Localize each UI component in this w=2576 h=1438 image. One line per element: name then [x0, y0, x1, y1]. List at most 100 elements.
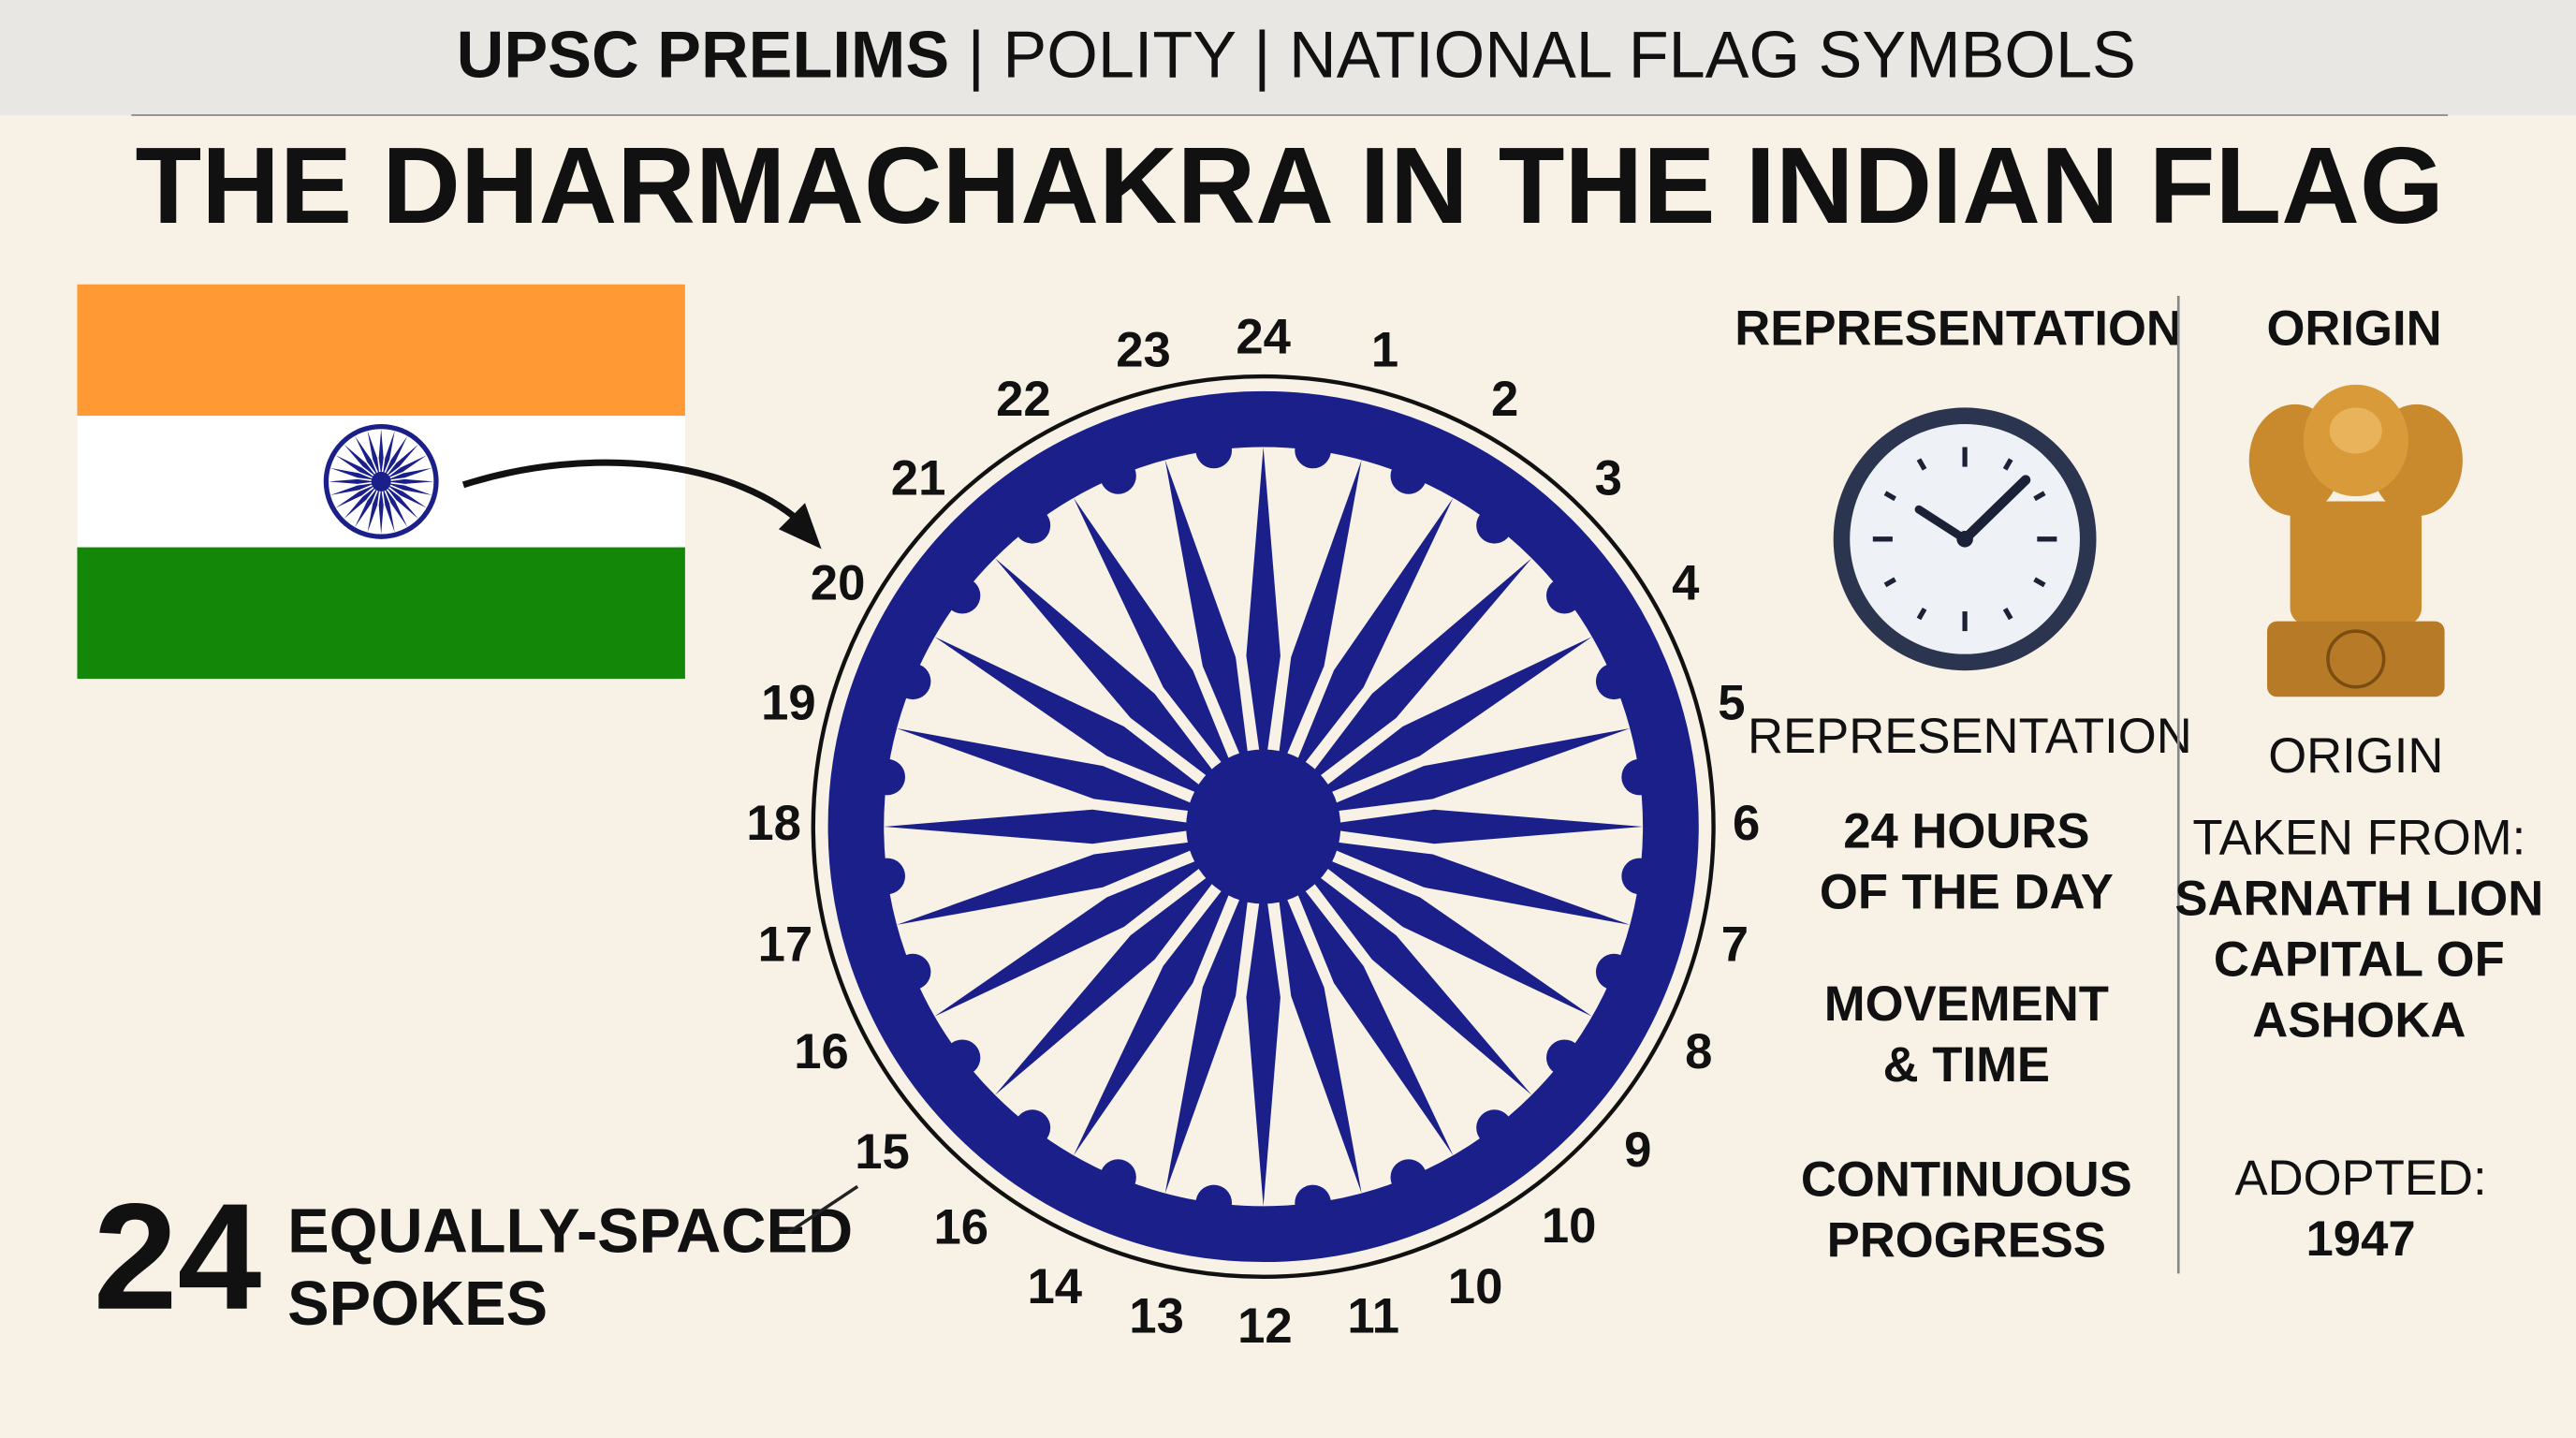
representation-heading: REPRESENTATION — [1734, 301, 2182, 357]
adopted-year: 1947 — [2306, 1211, 2416, 1267]
spoke — [385, 485, 418, 520]
adopted-label: ADOPTED: — [2235, 1151, 2487, 1206]
rim-bump — [1014, 507, 1051, 544]
rim-bump — [1195, 432, 1233, 469]
wheel-number: 23 — [1116, 322, 1171, 377]
wheel-number: 12 — [1237, 1299, 1293, 1354]
wheel-number: 6 — [1733, 796, 1760, 851]
clock-hand — [1914, 505, 1969, 544]
rim-bump — [1100, 458, 1136, 494]
spoke — [1073, 497, 1240, 787]
rim-bump — [1595, 953, 1632, 990]
header-bold: UPSC PRELIMS — [457, 17, 949, 91]
arrow-head — [778, 503, 822, 550]
spokes-line1: EQUALLY-SPACED — [287, 1197, 853, 1267]
wheel-number: 9 — [1624, 1123, 1651, 1178]
spoke — [386, 455, 427, 479]
spoke — [1275, 871, 1362, 1194]
origin-source: CAPITAL OF — [2214, 932, 2505, 988]
rim-bump — [869, 758, 906, 796]
rim-bump — [1546, 1039, 1583, 1077]
hub — [371, 471, 391, 492]
wheel-number: 20 — [811, 556, 866, 611]
rim-bump — [1100, 1159, 1136, 1196]
spoke — [1073, 866, 1240, 1156]
spoke — [355, 486, 379, 528]
spoke — [382, 431, 395, 477]
spoke — [385, 444, 418, 477]
wheel-number: 22 — [996, 372, 1051, 427]
rep-item: 24 HOURS — [1843, 804, 2089, 859]
wheel-number: 21 — [891, 450, 946, 506]
flag-saffron — [77, 284, 685, 417]
wheel-number: 18 — [746, 796, 801, 851]
lion-capital — [2248, 384, 2463, 697]
header-bar — [0, 0, 2576, 115]
clock-tick — [1883, 491, 1896, 502]
spoke — [994, 858, 1231, 1095]
wheel-number: 7 — [1721, 917, 1749, 973]
spoke — [387, 478, 434, 484]
spoke — [1286, 866, 1454, 1156]
header-rest: | POLITY | NATIONAL FLAG SYMBOLS — [968, 17, 2136, 91]
spoke — [1308, 838, 1631, 925]
rim-bump — [1621, 858, 1658, 895]
rep-item: MOVEMENT — [1824, 976, 2109, 1032]
spoke — [1286, 497, 1454, 787]
flag-green — [77, 547, 685, 679]
clock-ticks — [1872, 447, 2057, 632]
rim-bump — [1476, 1109, 1513, 1146]
rim-bump — [1595, 663, 1632, 700]
rep-item: & TIME — [1883, 1037, 2050, 1093]
spoke — [1308, 728, 1631, 815]
rim-bump — [869, 858, 906, 895]
lion-face — [2329, 407, 2382, 454]
wheel-number: 8 — [1685, 1024, 1712, 1079]
wheel-number: 3 — [1595, 450, 1622, 506]
rim-bump — [1390, 1159, 1427, 1196]
wheel-number: 10 — [1542, 1198, 1597, 1254]
wheel-number: 4 — [1672, 556, 1699, 611]
spoke — [382, 487, 395, 533]
wheel-number: 24 — [1236, 309, 1291, 364]
wheel-number: 16 — [933, 1200, 988, 1255]
arrow — [461, 459, 811, 532]
spoke — [384, 435, 408, 477]
clock-tick — [2002, 458, 2013, 471]
clock-pin — [1956, 531, 1973, 548]
spoke — [387, 483, 432, 495]
clock-tick — [2033, 577, 2046, 588]
rim-bump — [1014, 1109, 1051, 1146]
rim — [827, 390, 1699, 1263]
spoke — [1246, 873, 1281, 1207]
wheel-number: 1 — [1371, 322, 1398, 377]
spoke — [378, 487, 384, 535]
spoke — [329, 483, 376, 495]
rim-bump — [1390, 458, 1427, 494]
wheel-number: 13 — [1129, 1288, 1184, 1343]
rim-bump — [944, 577, 981, 614]
wheel-number: 5 — [1718, 676, 1745, 731]
abacus-wheel — [2326, 629, 2386, 689]
spokes-number: 24 — [94, 1173, 262, 1342]
rim-bump — [1295, 1184, 1331, 1222]
outer-ring — [811, 374, 1716, 1280]
spoke — [1303, 637, 1592, 804]
pointer-line — [787, 1184, 859, 1234]
lion-body — [2290, 501, 2422, 625]
rim-bump — [894, 663, 931, 700]
wheel-number: 15 — [855, 1124, 910, 1180]
spoke — [344, 485, 377, 520]
spoke — [1164, 871, 1251, 1194]
rim — [323, 423, 439, 539]
origin-source: SARNATH LION — [2174, 872, 2543, 927]
representation-caption: REPRESENTATION — [1748, 709, 2192, 764]
rim-bump — [1621, 758, 1658, 796]
flag-chakra — [323, 423, 439, 539]
spoke — [355, 435, 379, 477]
spoke — [378, 429, 384, 477]
spoke — [934, 637, 1223, 804]
header: UPSC PRELIMS | POLITY | NATIONAL FLAG SY… — [457, 17, 2136, 91]
spoke — [335, 484, 376, 508]
